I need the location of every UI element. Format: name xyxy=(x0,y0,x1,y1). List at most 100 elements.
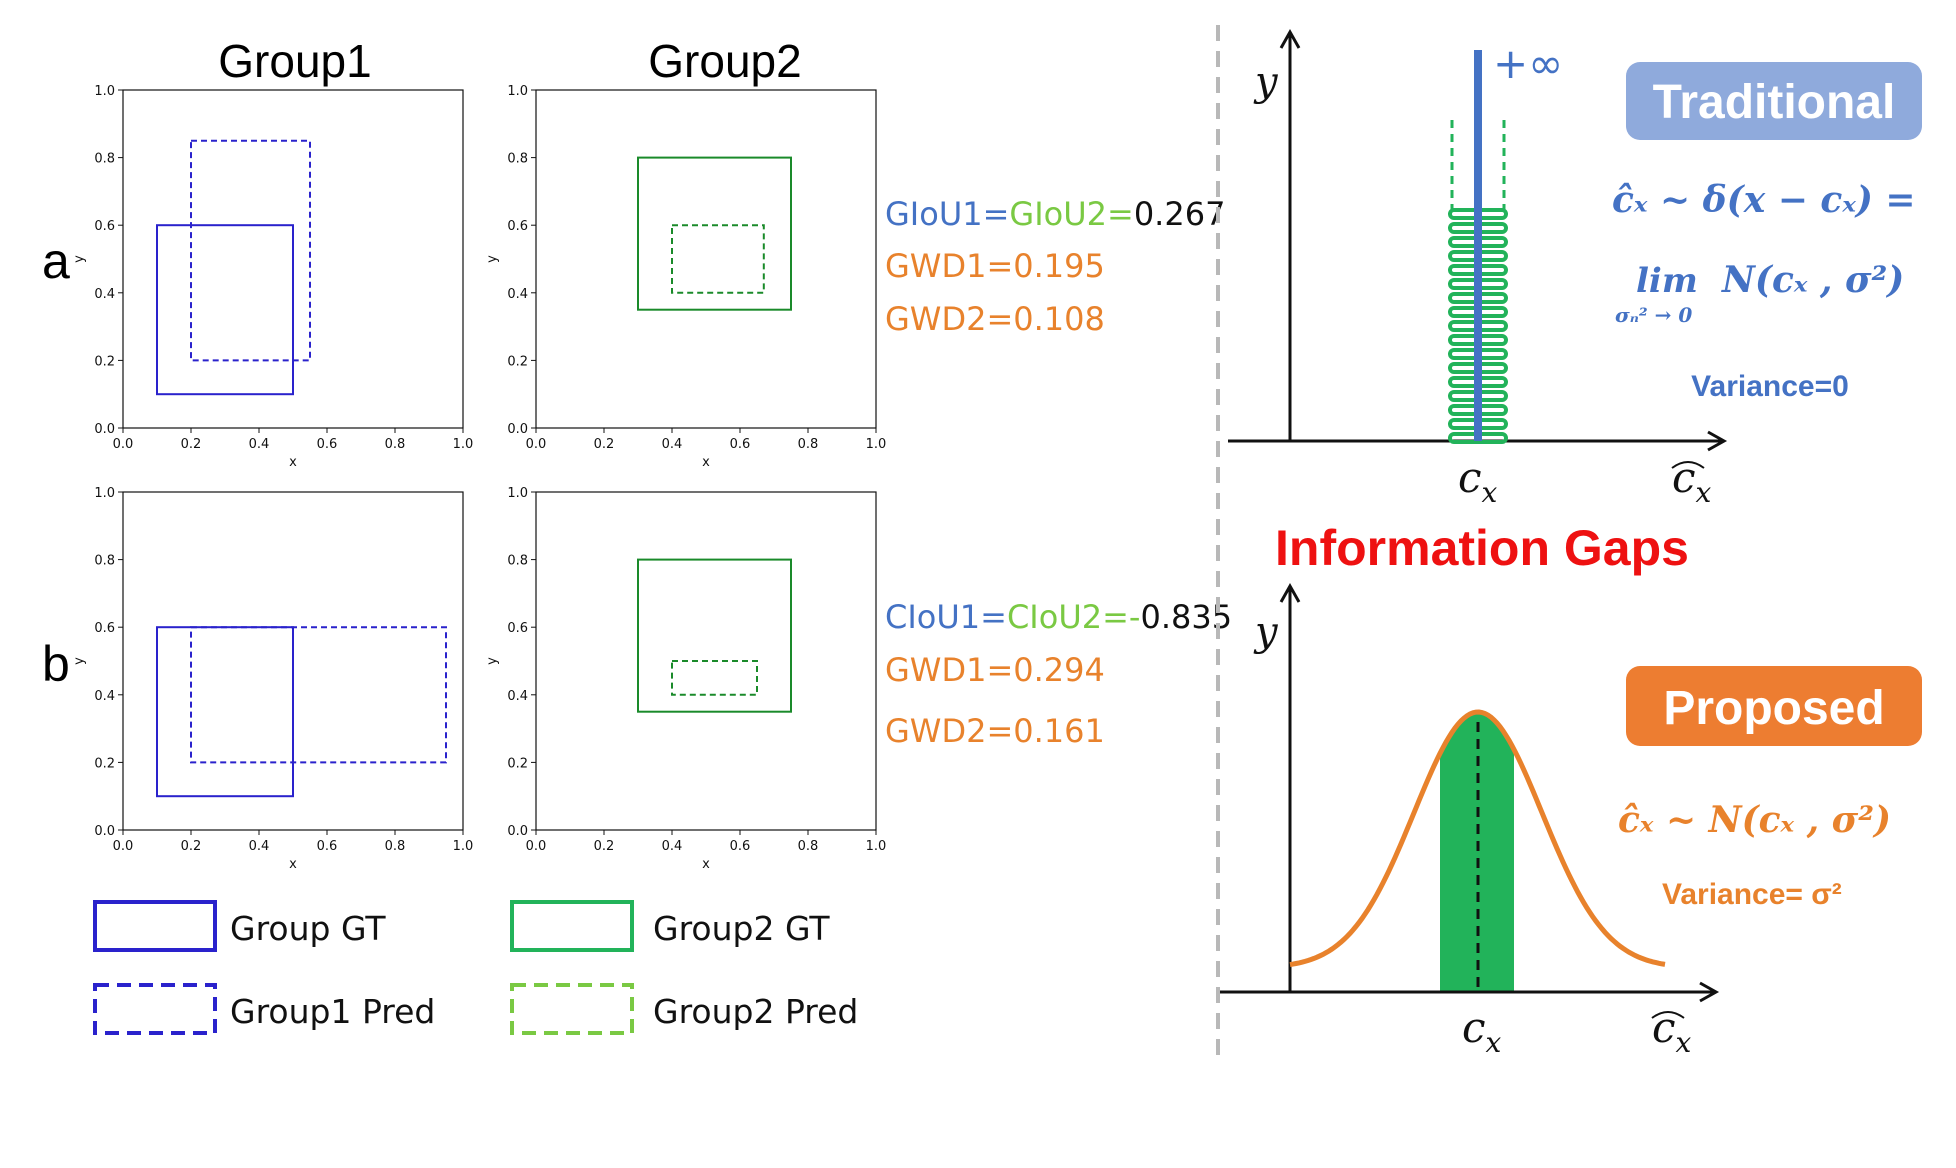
x-tick-label: 0.8 xyxy=(798,437,819,452)
traditional-plot: y +∞ cx cx xyxy=(1228,28,1728,509)
y-axis-label: y xyxy=(72,657,87,665)
y-tick-label: 0.4 xyxy=(94,689,115,704)
group1-title: Group1 xyxy=(218,35,371,87)
x-tick-label: 1.0 xyxy=(866,839,887,854)
x-tick-label: 0.2 xyxy=(594,437,615,452)
trad-cx-c: c xyxy=(1458,453,1482,502)
x-tick-label: 0.4 xyxy=(249,839,270,854)
legend-g2-gt-label: Group2 GT xyxy=(653,909,830,948)
trad-cx-sub: x xyxy=(1482,476,1498,509)
prop-formula: ĉₓ ~ N(cₓ , σ²) xyxy=(1618,799,1891,841)
plot-frame xyxy=(122,491,464,831)
prop-y-label: y xyxy=(1253,609,1279,655)
y-tick-label: 0.6 xyxy=(94,219,115,234)
y-tick-label: 0.2 xyxy=(507,354,528,369)
prop-x-arrow xyxy=(1699,981,1720,1003)
x-tick-label: 1.0 xyxy=(453,437,474,452)
trad-x-arrow xyxy=(1707,430,1728,452)
y-tick-label: 0.6 xyxy=(507,621,528,636)
trad-formula-2: N(cₓ , σ²) xyxy=(1721,259,1904,301)
y-tick-label: 1.0 xyxy=(94,84,115,99)
metric-b-gwd1: GWD1=0.294 xyxy=(885,651,1105,689)
x-tick-label: 1.0 xyxy=(866,437,887,452)
metric-b-iou1: CIoU1= xyxy=(885,598,1007,636)
x-tick-label: 0.6 xyxy=(730,437,751,452)
y-tick-label: 0.2 xyxy=(94,756,115,771)
trad-cxhat-sub: x xyxy=(1696,476,1712,509)
x-axis-label: x xyxy=(289,455,297,470)
metric-b-iou2: CIoU2=- xyxy=(1007,598,1141,636)
x-tick-label: 0.8 xyxy=(385,839,406,854)
x-tick-label: 0.4 xyxy=(662,437,683,452)
trad-y-arrow xyxy=(1279,28,1301,49)
x-tick-label: 0.0 xyxy=(526,437,547,452)
legend-g2-pred-swatch xyxy=(510,983,634,1035)
prop-cx-c: c xyxy=(1462,1003,1486,1052)
trad-hat-icon xyxy=(1671,461,1705,469)
proposed-badge-label: Proposed xyxy=(1663,682,1884,735)
y-axis-label: y xyxy=(72,255,87,263)
group2-title: Group2 xyxy=(648,35,801,87)
trad-y-label: y xyxy=(1253,59,1279,105)
legend-g1-gt-swatch xyxy=(93,900,217,952)
y-tick-label: 0.6 xyxy=(94,621,115,636)
box-plots: 0.00.00.20.20.40.40.60.60.80.81.01.0xy0.… xyxy=(72,84,886,872)
prop-cx-sub: x xyxy=(1486,1026,1502,1059)
metric-a-gwd2: GWD2=0.108 xyxy=(885,300,1105,338)
legend-g2-gt-swatch xyxy=(510,900,634,952)
x-tick-label: 0.8 xyxy=(385,437,406,452)
gt-box xyxy=(637,558,792,713)
x-tick-label: 1.0 xyxy=(453,839,474,854)
prop-hat-icon xyxy=(1651,1011,1685,1019)
prop-cx-label: cx xyxy=(1462,1003,1502,1059)
y-tick-label: 1.0 xyxy=(507,84,528,99)
y-tick-label: 0.0 xyxy=(94,422,115,437)
y-tick-label: 0.0 xyxy=(507,824,528,839)
trad-formula-lim-sub: σₙ² → 0 xyxy=(1615,303,1692,327)
x-tick-label: 0.2 xyxy=(181,437,202,452)
y-tick-label: 0.8 xyxy=(507,152,528,167)
trad-cx-label: cx xyxy=(1458,453,1498,509)
y-tick-label: 0.4 xyxy=(94,287,115,302)
prop-y-arrow xyxy=(1279,582,1301,603)
y-tick-label: 0.0 xyxy=(507,422,528,437)
y-tick-label: 1.0 xyxy=(507,486,528,501)
x-tick-label: 0.6 xyxy=(317,839,338,854)
y-axis-label: y xyxy=(485,657,500,665)
legend-g1-pred-swatch xyxy=(93,983,217,1035)
traditional-badge xyxy=(1626,62,1922,140)
pred-box xyxy=(190,626,447,764)
row-label-a: a xyxy=(42,233,70,289)
y-axis-label: y xyxy=(485,255,500,263)
information-gaps-title: Information Gaps xyxy=(1275,520,1689,576)
y-tick-label: 0.8 xyxy=(94,152,115,167)
gt-box xyxy=(637,156,792,311)
pred-box xyxy=(671,224,765,294)
trad-formula-lim: lim xyxy=(1636,261,1698,301)
y-tick-label: 0.0 xyxy=(94,824,115,839)
x-tick-label: 0.2 xyxy=(594,839,615,854)
trad-variance: Variance=0 xyxy=(1691,370,1849,403)
prop-cxhat-c: c xyxy=(1652,1003,1676,1052)
x-axis-label: x xyxy=(702,857,710,872)
row-label-b: b xyxy=(42,636,70,692)
metric-a-iou1: GIoU1= xyxy=(885,195,1009,233)
metrics-b-iou-line: CIoU1=CIoU2=-0.835 xyxy=(885,598,1232,636)
y-tick-label: 1.0 xyxy=(94,486,115,501)
legend-g1-gt-label: Group GT xyxy=(230,909,386,948)
metrics-a-iou-line: GIoU1=GIoU2=0.267 xyxy=(885,195,1225,233)
plot-frame xyxy=(122,89,464,429)
x-tick-label: 0.6 xyxy=(317,437,338,452)
traditional-badge-label: Traditional xyxy=(1653,76,1896,129)
plot-frame xyxy=(535,89,877,429)
x-tick-label: 0.0 xyxy=(113,437,134,452)
x-tick-label: 0.6 xyxy=(730,839,751,854)
proposed-plot: y cx cx xyxy=(1220,582,1720,1059)
legend-g1-pred-label: Group1 Pred xyxy=(230,992,435,1031)
x-tick-label: 0.4 xyxy=(662,839,683,854)
x-tick-label: 0.2 xyxy=(181,839,202,854)
prop-green-fill xyxy=(1440,712,1514,992)
y-tick-label: 0.4 xyxy=(507,287,528,302)
y-tick-label: 0.2 xyxy=(507,756,528,771)
legend-g2-pred-label: Group2 Pred xyxy=(653,992,858,1031)
